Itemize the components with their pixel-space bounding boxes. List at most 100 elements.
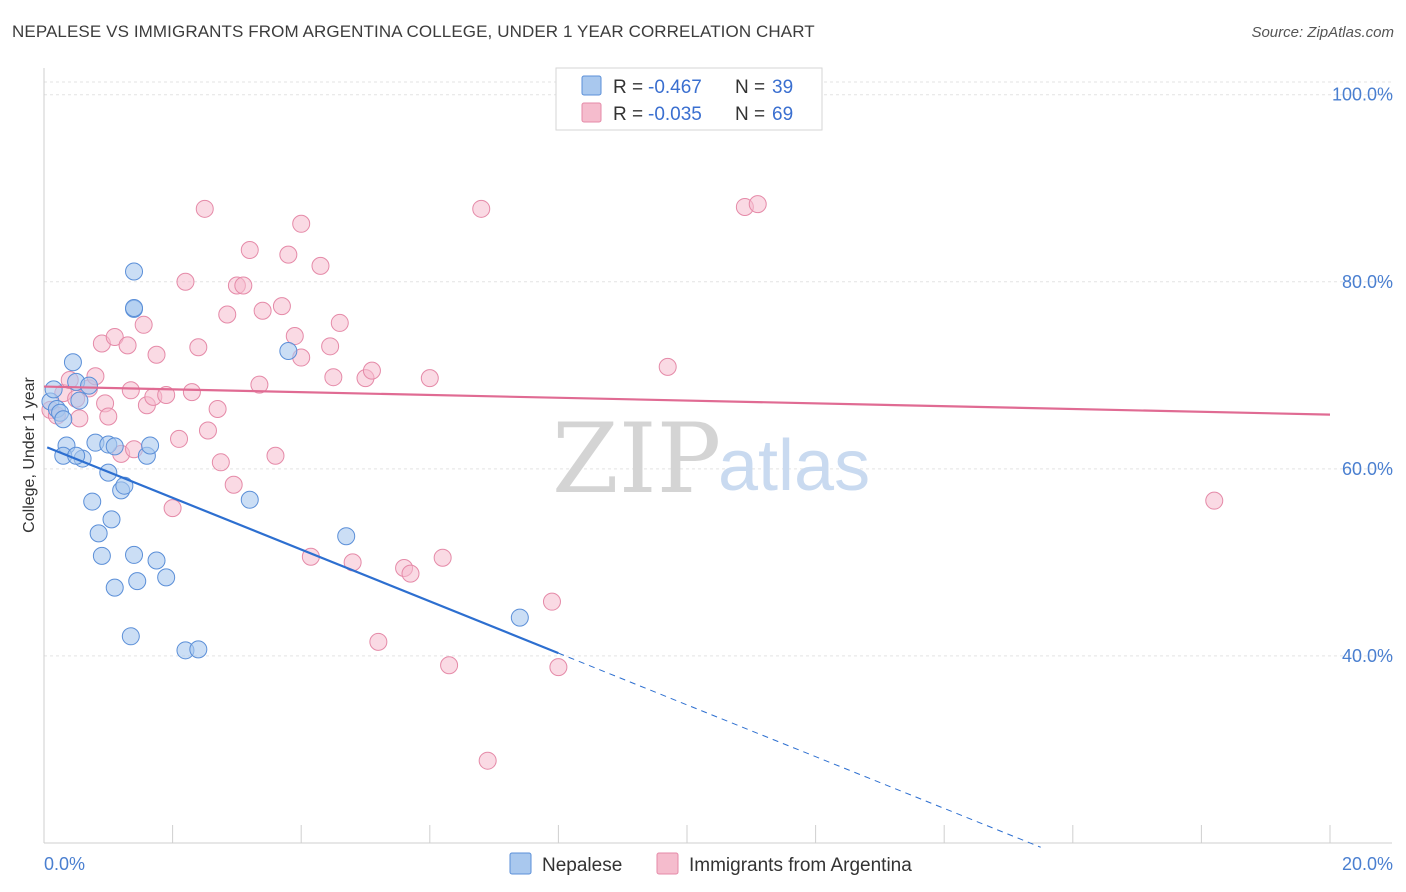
watermark-atlas: atlas: [718, 426, 870, 506]
argentina-point-58: [478, 751, 497, 770]
argentina-point-33: [234, 276, 253, 295]
bottom-legend-swatch-nepalese: [509, 852, 532, 875]
argentina-point-27: [198, 421, 217, 440]
argentina-point-39: [279, 245, 298, 264]
argentina-point-37: [266, 446, 285, 465]
nepalese-point-24: [121, 627, 140, 646]
legend-n-value-argentina: 69: [772, 104, 793, 125]
legend-r-label-nepalese: R =: [613, 77, 643, 98]
legend-r-value-argentina: -0.035: [648, 104, 702, 125]
argentina-point-57: [472, 199, 491, 218]
argentina-point-16: [134, 315, 153, 334]
argentina-point-63: [658, 357, 677, 376]
trend-lines: [43, 385, 1331, 848]
nepalese-point-1: [44, 380, 63, 399]
argentina-point-29: [211, 453, 230, 472]
x-tick-label-0: 0.0%: [44, 854, 85, 874]
legend-n-value-nepalese: 39: [772, 77, 793, 98]
nepalese-point-33: [157, 568, 176, 587]
nepalese-point-35: [189, 640, 208, 659]
argentina-point-66: [1205, 491, 1224, 510]
argentina-point-56: [440, 656, 459, 675]
argentina-point-24: [182, 383, 201, 402]
argentina-point-42: [292, 214, 311, 233]
nepalese-point-18: [102, 510, 121, 529]
argentina-point-21: [163, 499, 182, 518]
argentina-point-28: [208, 399, 227, 418]
nepalese-trend-extension: [558, 652, 1041, 848]
argentina-point-23: [176, 272, 195, 291]
legend: R = -0.467 N = 39 R = -0.035 N = 69: [555, 67, 823, 131]
argentina-point-30: [218, 305, 237, 324]
nepalese-trend-line: [46, 446, 559, 655]
argentina-trend-line: [43, 385, 1331, 416]
argentina-point-20: [157, 385, 176, 404]
argentina-point-34: [240, 240, 259, 259]
argentina-point-40: [285, 327, 304, 346]
nepalese-point-31: [141, 436, 160, 455]
argentina-point-55: [433, 548, 452, 567]
argentina-point-31: [224, 475, 243, 494]
argentina-point-22: [170, 429, 189, 448]
legend-swatch-nepalese: [581, 75, 602, 96]
argentina-point-5: [70, 409, 89, 428]
argentina-point-10: [99, 407, 118, 426]
nepalese-point-38: [337, 527, 356, 546]
nepalese-point-7: [63, 353, 82, 372]
x-tick-label-1: 20.0%: [1342, 854, 1393, 874]
nepalese-point-26: [128, 572, 147, 591]
y-tick-label-40: 40.0%: [1342, 646, 1393, 666]
argentina-point-51: [369, 632, 388, 651]
argentina-point-59: [542, 592, 561, 611]
argentina-point-13: [118, 336, 137, 355]
nepalese-point-12: [80, 376, 99, 395]
tick-labels: 40.0% 60.0% 80.0% 100.0% 0.0% 20.0%: [44, 85, 1393, 874]
watermark: ZIP atlas: [552, 403, 870, 515]
nepalese-point-14: [83, 492, 102, 511]
source-label: Source: ZipAtlas.com: [1251, 24, 1394, 41]
nepalese-point-23: [105, 437, 124, 456]
argentina-point-65: [748, 195, 767, 214]
nepalese-point-16: [92, 546, 111, 565]
chart-title: NEPALESE VS IMMIGRANTS FROM ARGENTINA CO…: [12, 22, 815, 41]
argentina-point-54: [420, 369, 439, 388]
bottom-legend-nepalese: Nepalese: [542, 855, 622, 876]
argentina-point-47: [330, 313, 349, 332]
argentina-point-53: [401, 564, 420, 583]
argentina-point-44: [311, 256, 330, 275]
argentina-point-60: [549, 658, 568, 677]
argentina-point-50: [362, 361, 381, 380]
argentina-point-38: [272, 297, 291, 316]
y-tick-label-60: 60.0%: [1342, 459, 1393, 479]
legend-n-label-argentina: N =: [735, 104, 765, 125]
y-tick-label-80: 80.0%: [1342, 272, 1393, 292]
argentina-point-45: [321, 337, 340, 356]
nepalese-point-27: [125, 262, 144, 281]
nepalese-point-32: [147, 551, 166, 570]
nepalese-point-19: [105, 578, 124, 597]
series-nepalese-points: [41, 262, 529, 660]
argentina-point-11: [105, 327, 124, 346]
grid-lines: [44, 81, 1392, 657]
nepalese-point-37: [279, 341, 298, 360]
legend-r-value-nepalese: -0.467: [648, 77, 702, 98]
nepalese-point-9: [70, 391, 89, 410]
bottom-legend-argentina: Immigrants from Argentina: [689, 855, 912, 876]
y-axis-label: College, Under 1 year: [21, 377, 38, 533]
argentina-point-19: [147, 345, 166, 364]
nepalese-point-21: [115, 476, 134, 495]
argentina-point-46: [324, 368, 343, 387]
watermark-zip: ZIP: [552, 403, 721, 515]
y-tick-label-100: 100.0%: [1332, 85, 1393, 105]
legend-r-label-argentina: R =: [613, 104, 643, 125]
argentina-point-14: [121, 381, 140, 400]
nepalese-point-29: [125, 298, 144, 317]
argentina-point-26: [195, 199, 214, 218]
nepalese-point-36: [240, 490, 259, 509]
legend-swatch-argentina: [581, 102, 602, 123]
bottom-legend-swatch-argentina: [656, 852, 679, 875]
nepalese-point-39: [510, 608, 529, 627]
nepalese-point-15: [89, 524, 108, 543]
nepalese-point-4: [54, 410, 73, 429]
